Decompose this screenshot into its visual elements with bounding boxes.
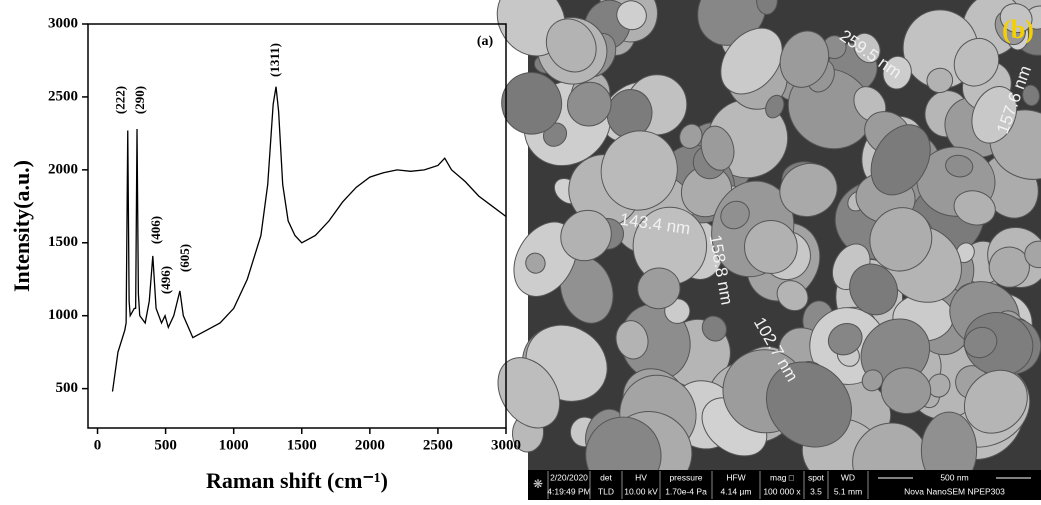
peak-label: (406) bbox=[148, 216, 163, 244]
sem-particle bbox=[1024, 240, 1041, 269]
y-tick-label: 2000 bbox=[48, 161, 78, 177]
panel-label: (b) bbox=[1002, 15, 1034, 44]
y-tick-label: 1000 bbox=[48, 307, 78, 323]
sem-icon: ❋ bbox=[533, 477, 543, 491]
info-text: pressure bbox=[669, 472, 702, 482]
sem-particle bbox=[853, 32, 881, 64]
sem-info-bar bbox=[528, 470, 1041, 500]
x-tick-label: 1000 bbox=[219, 437, 249, 453]
info-text: WD bbox=[841, 472, 855, 482]
sem-particle bbox=[615, 320, 649, 360]
sem-particle bbox=[743, 220, 798, 274]
sem-particle bbox=[700, 125, 735, 171]
y-tick-label: 500 bbox=[56, 380, 79, 396]
info-text: 500 nm bbox=[940, 472, 968, 482]
info-text: TLD bbox=[598, 486, 614, 496]
sem-particle bbox=[545, 18, 597, 73]
sem-particle bbox=[945, 154, 974, 178]
sem-particle bbox=[988, 246, 1030, 288]
info-text: det bbox=[600, 472, 612, 482]
sem-particle bbox=[1022, 84, 1040, 107]
sem-particle bbox=[963, 369, 1028, 434]
info-text: 4:19:49 PM bbox=[547, 486, 590, 496]
sem-particle bbox=[963, 326, 998, 359]
x-tick-label: 2000 bbox=[355, 437, 385, 453]
sem-particle bbox=[971, 86, 1018, 144]
info-text: Nova NanoSEM NPEP303 bbox=[904, 486, 1005, 496]
sem-particle bbox=[953, 190, 996, 226]
sem-particle bbox=[880, 367, 932, 415]
sem-particle bbox=[679, 123, 703, 149]
info-text: spot bbox=[808, 472, 825, 482]
x-tick-label: 3000 bbox=[491, 437, 521, 453]
sem-particle bbox=[756, 0, 778, 15]
y-tick-label: 3000 bbox=[48, 15, 78, 31]
sem-particle bbox=[827, 323, 863, 356]
y-tick-label: 1500 bbox=[48, 234, 78, 250]
spectrum-line bbox=[111, 86, 507, 392]
sem-particle bbox=[870, 124, 931, 196]
sem-particle bbox=[765, 361, 853, 448]
info-text: 10.00 kV bbox=[624, 486, 658, 496]
peak-label: (1311) bbox=[267, 43, 282, 77]
info-text: 5.1 mm bbox=[834, 486, 862, 496]
info-text: 4.14 µm bbox=[721, 486, 752, 496]
info-text: 1.70e-4 Pa bbox=[665, 486, 707, 496]
sem-particle bbox=[701, 315, 727, 342]
info-text: mag □ bbox=[770, 472, 794, 482]
x-axis-label: Raman shift (cm⁻¹) bbox=[206, 468, 388, 493]
sem-particle bbox=[720, 200, 750, 230]
peak-label: (222) bbox=[113, 86, 128, 114]
info-text: 100 000 x bbox=[763, 486, 801, 496]
sem-particles bbox=[496, 0, 1041, 500]
sem-particle bbox=[869, 207, 933, 272]
sem-particle bbox=[779, 30, 830, 88]
sem-particle bbox=[776, 280, 809, 312]
sem-particle bbox=[560, 209, 612, 262]
sem-particle bbox=[525, 252, 546, 274]
x-tick-label: 500 bbox=[154, 437, 177, 453]
x-tick-label: 2500 bbox=[423, 437, 453, 453]
sem-particle bbox=[849, 263, 899, 316]
sem-particle bbox=[720, 27, 783, 95]
sem-particle bbox=[600, 130, 678, 211]
sem-particle bbox=[637, 267, 681, 310]
sem-particle bbox=[926, 67, 954, 94]
panel-label: (a) bbox=[477, 34, 494, 49]
info-text: HV bbox=[635, 472, 647, 482]
peak-label: (290) bbox=[132, 86, 147, 114]
y-tick-label: 2500 bbox=[48, 88, 78, 104]
sem-particle bbox=[779, 162, 838, 218]
sem-particle bbox=[927, 373, 951, 398]
sem-particle bbox=[999, 3, 1033, 34]
y-axis-label: Intensity(a.u.) bbox=[9, 160, 34, 292]
sem-particle bbox=[566, 81, 612, 127]
sem-particle bbox=[765, 94, 785, 119]
plot-frame bbox=[87, 23, 507, 429]
sem-particle bbox=[861, 369, 884, 392]
sem-particle bbox=[616, 0, 647, 31]
x-tick-label: 0 bbox=[94, 437, 102, 453]
sem-particle bbox=[501, 72, 563, 135]
info-text: 2/20/2020 bbox=[550, 472, 588, 482]
peak-label: (605) bbox=[177, 244, 192, 272]
peak-label: (496) bbox=[158, 266, 173, 294]
x-tick-label: 1500 bbox=[287, 437, 317, 453]
info-text: HFW bbox=[726, 472, 745, 482]
info-text: 3.5 bbox=[810, 486, 822, 496]
sem-particle bbox=[882, 55, 912, 90]
sem-particle bbox=[953, 37, 1000, 87]
